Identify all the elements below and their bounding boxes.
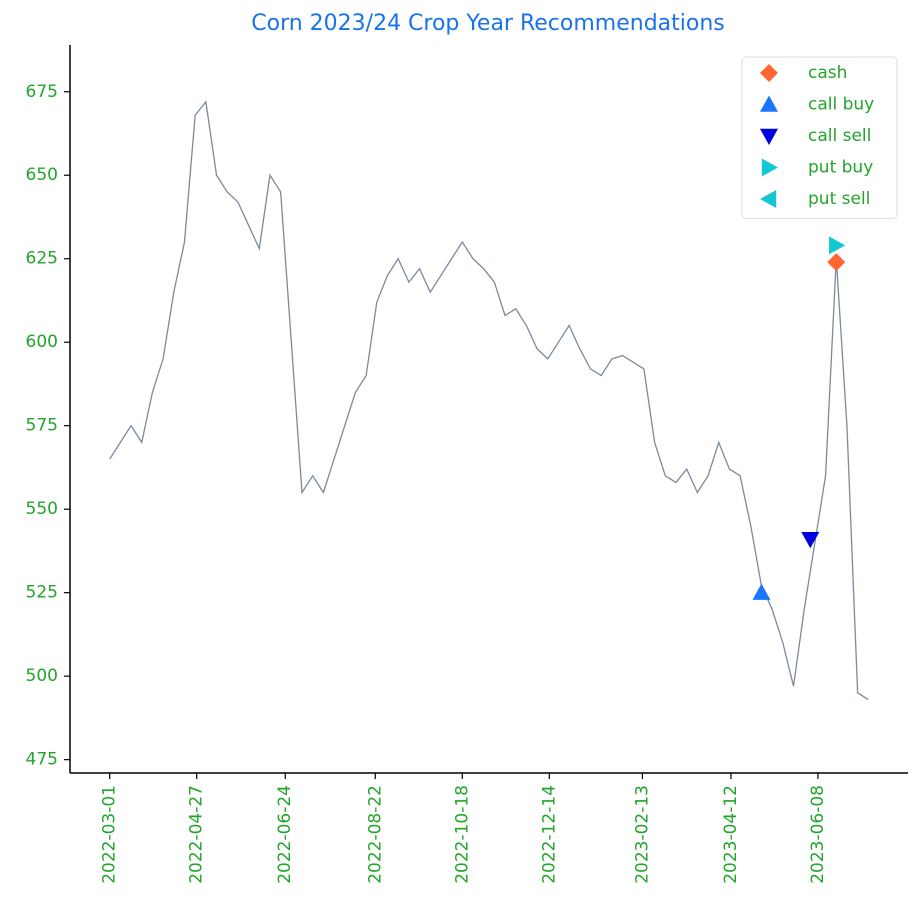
marker bbox=[827, 253, 846, 272]
y-tick-label: 500 bbox=[26, 666, 58, 686]
marker bbox=[752, 583, 771, 600]
legend-label: cash bbox=[808, 63, 847, 83]
legend-marker bbox=[761, 158, 778, 177]
legend-label: call buy bbox=[808, 95, 874, 115]
y-tick-label: 600 bbox=[26, 332, 58, 352]
legend-label: put buy bbox=[808, 158, 873, 178]
x-tick-label: 2022-06-24 bbox=[275, 785, 295, 884]
legend-marker bbox=[760, 190, 777, 208]
x-tick-label: 2022-03-01 bbox=[100, 785, 120, 884]
marker bbox=[801, 532, 820, 549]
x-tick-label: 2022-10-18 bbox=[452, 785, 472, 884]
marker bbox=[829, 236, 846, 255]
y-tick-label: 550 bbox=[26, 499, 58, 519]
y-tick-label: 650 bbox=[26, 165, 58, 185]
x-tick-label: 2022-04-27 bbox=[187, 785, 207, 884]
x-tick-label: 2022-12-14 bbox=[539, 785, 559, 884]
legend-marker bbox=[760, 64, 778, 82]
legend-marker bbox=[760, 128, 778, 145]
legend-marker bbox=[760, 95, 778, 112]
price-line bbox=[109, 100, 869, 701]
x-tick-label: 2022-08-22 bbox=[365, 785, 385, 884]
y-tick-label: 625 bbox=[26, 249, 58, 269]
x-tick-label: 2023-06-08 bbox=[808, 785, 828, 884]
y-tick-label: 525 bbox=[26, 583, 58, 603]
legend-label: call sell bbox=[808, 126, 871, 146]
chart-title: Corn 2023/24 Crop Year Recommendations bbox=[251, 11, 725, 36]
legend-box bbox=[741, 56, 898, 219]
x-tick-label: 2023-04-12 bbox=[721, 785, 741, 884]
legend-label: put sell bbox=[808, 189, 870, 209]
y-tick-label: 575 bbox=[26, 416, 58, 436]
y-tick-label: 675 bbox=[26, 82, 58, 102]
x-tick-label: 2023-02-13 bbox=[632, 785, 652, 884]
y-tick-label: 475 bbox=[26, 750, 58, 770]
